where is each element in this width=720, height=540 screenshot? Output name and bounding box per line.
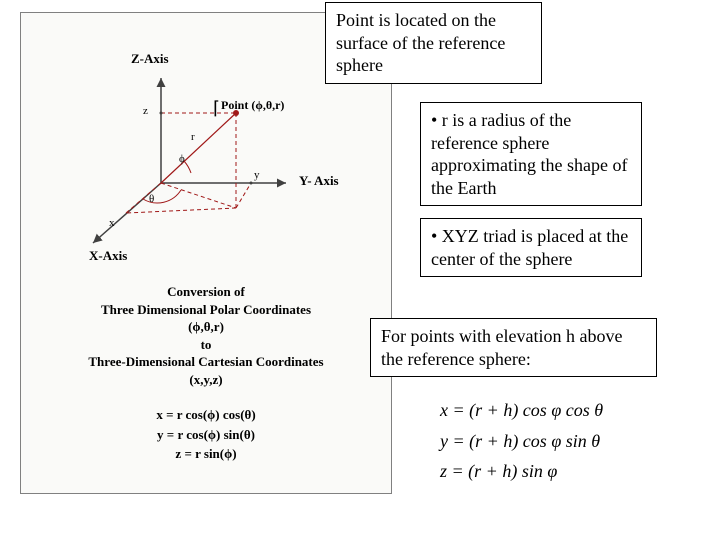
formula-z: z = (r + h) sin φ: [440, 456, 603, 487]
box-xyz-triad: • XYZ triad is placed at the center of t…: [420, 218, 642, 277]
theta-label: θ: [149, 193, 154, 205]
eq-x: x = r cos(ϕ) cos(θ): [21, 405, 391, 425]
title-block: Conversion of Three Dimensional Polar Co…: [21, 283, 391, 388]
z-axis-label: Z-Axis: [131, 51, 169, 67]
diagram-frame: Z-Axis Y- Axis X-Axis Point (ϕ,θ,r) ⌈ z …: [20, 12, 392, 494]
point-label: Point (ϕ,θ,r): [221, 98, 284, 113]
formula-x: x = (r + h) cos φ cos θ: [440, 395, 603, 426]
z-tick-label: z: [143, 105, 148, 117]
box-r-radius: • r is a radius of the reference sphere …: [420, 102, 642, 206]
y-axis-label: Y- Axis: [299, 173, 339, 189]
x-tick-label: x: [109, 217, 115, 229]
formula-y: y = (r + h) cos φ sin θ: [440, 426, 603, 457]
title-line1: Conversion of: [21, 283, 391, 301]
box-point-surface: Point is located on the surface of the r…: [325, 2, 542, 84]
title-line5: Three-Dimensional Cartesian Coordinates: [21, 353, 391, 371]
point-bracket: ⌈: [213, 98, 220, 119]
simple-equations: x = r cos(ϕ) cos(θ) y = r cos(ϕ) sin(θ) …: [21, 405, 391, 464]
r-label: r: [191, 131, 195, 143]
y-tick-label: y: [254, 169, 260, 181]
eq-y: y = r cos(ϕ) sin(θ): [21, 425, 391, 445]
phi-label: ϕ: [179, 153, 185, 165]
title-line6: (x,y,z): [21, 371, 391, 389]
title-line2: Three Dimensional Polar Coordinates: [21, 301, 391, 319]
formula-block: x = (r + h) cos φ cos θ y = (r + h) cos …: [440, 395, 603, 487]
title-line3: (ϕ,θ,r): [21, 318, 391, 336]
x-axis-label: X-Axis: [89, 248, 127, 264]
title-line4: to: [21, 336, 391, 354]
box-elevation: For points with elevation h above the re…: [370, 318, 657, 377]
eq-z: z = r sin(ϕ): [21, 444, 391, 464]
